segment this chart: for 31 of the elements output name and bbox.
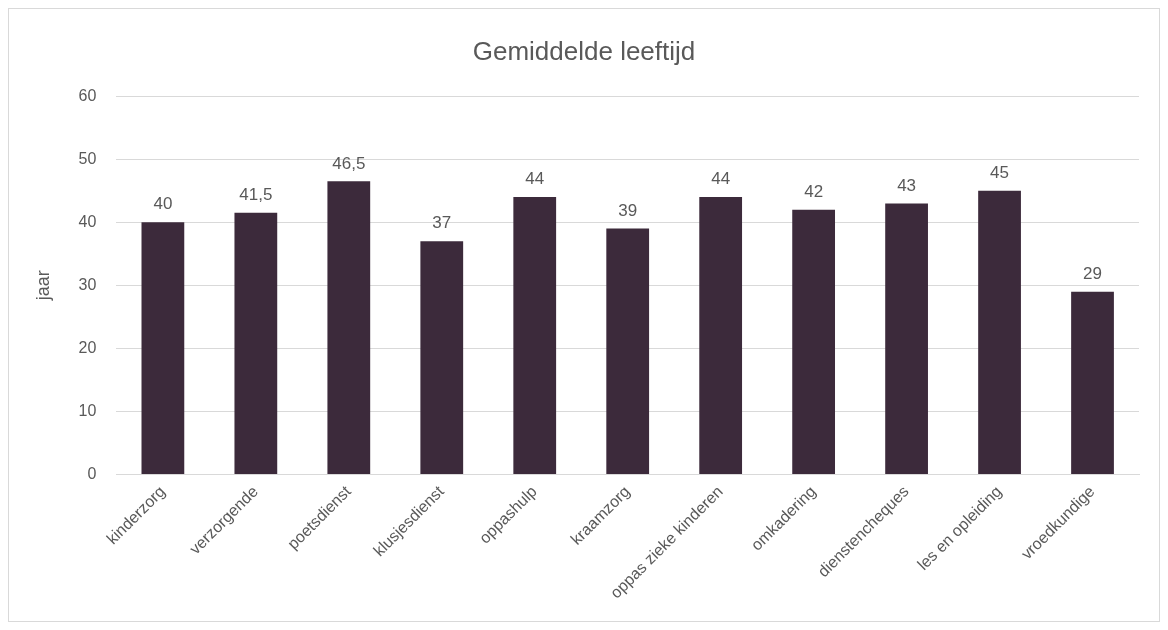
bar xyxy=(234,212,278,474)
data-label: 45 xyxy=(990,162,1010,182)
y-tick-label: 60 xyxy=(78,86,97,104)
bar xyxy=(141,222,185,474)
y-tick-label: 0 xyxy=(87,464,97,482)
y-tick-label: 50 xyxy=(78,149,97,167)
data-label: 39 xyxy=(618,200,638,220)
y-tick-label: 20 xyxy=(78,338,97,356)
bar xyxy=(420,241,464,474)
bar xyxy=(327,181,371,474)
bar xyxy=(606,228,650,474)
data-label: 43 xyxy=(897,175,917,195)
data-label: 44 xyxy=(711,169,731,189)
y-axis-title: jaar xyxy=(32,270,53,302)
bar xyxy=(978,190,1021,474)
bar xyxy=(792,209,836,474)
data-label: 41,5 xyxy=(239,185,273,205)
data-label: 29 xyxy=(1083,263,1102,283)
bar xyxy=(1071,291,1114,474)
data-label: 40 xyxy=(153,194,173,214)
y-tick-label: 30 xyxy=(78,275,97,293)
data-label: 44 xyxy=(525,169,545,189)
y-tick-label: 40 xyxy=(78,212,97,230)
bar xyxy=(699,197,743,474)
bar xyxy=(513,197,557,474)
data-label: 42 xyxy=(804,181,824,201)
y-tick-label: 10 xyxy=(78,401,97,419)
chart-title: Gemiddelde leeftijd xyxy=(472,35,696,66)
bar xyxy=(885,203,928,474)
data-label: 46,5 xyxy=(332,153,366,173)
data-label: 37 xyxy=(432,213,452,233)
